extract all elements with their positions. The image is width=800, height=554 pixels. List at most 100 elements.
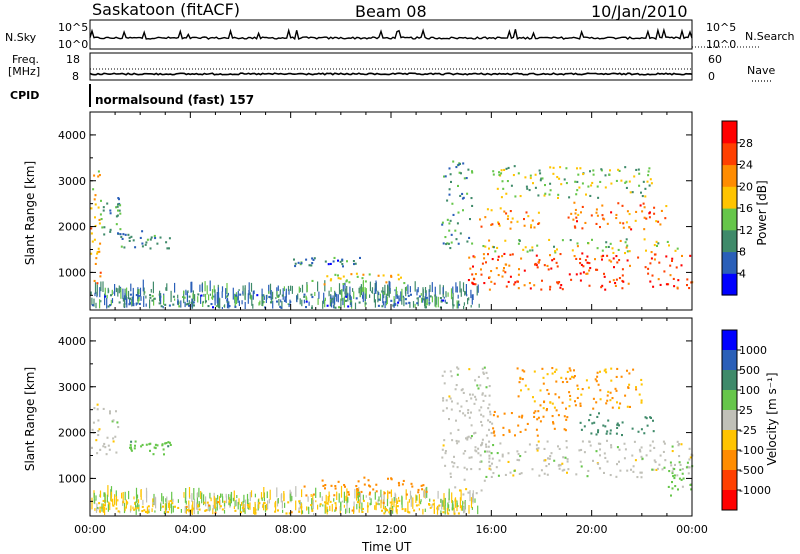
power-region-3-cell <box>159 295 162 298</box>
velocity-noise-cell <box>170 502 173 514</box>
power-region-11-cell <box>592 173 595 176</box>
power-region-6-cell <box>444 175 447 178</box>
velocity-region-2-cell <box>386 509 389 512</box>
velocity-region-0-cell <box>99 448 102 451</box>
velocity-region-8-cell <box>587 386 590 389</box>
velocity-region-4-cell <box>467 435 470 438</box>
power-region-11-cell <box>500 169 503 172</box>
power-region-0-cell <box>98 250 101 253</box>
velocity-noise-cell <box>263 487 265 498</box>
power-region-7-cell <box>541 279 543 282</box>
power-noise-cell <box>226 295 228 298</box>
velocity-region-8-cell <box>606 399 609 402</box>
power-region-11-cell <box>600 169 603 172</box>
velocity-region-2-cell <box>385 509 388 512</box>
velocity-region-6-cell <box>536 434 539 437</box>
power-region-8-cell <box>531 246 534 249</box>
velocity-region-8-cell <box>541 367 544 370</box>
power-region-3-cell <box>123 303 126 306</box>
power-region-3-cell <box>153 297 156 300</box>
power-region-7-cell <box>482 253 485 256</box>
power-region-7-cell <box>647 272 650 275</box>
power-region-7-cell <box>586 255 589 258</box>
velocity-noise-cell <box>91 497 93 510</box>
power-noise-cell <box>221 291 223 298</box>
velocity-noise-cell <box>451 500 453 511</box>
velocity-noise-cell <box>298 502 301 505</box>
power-noise-cell <box>457 300 460 306</box>
velocity-region-8-cell <box>554 393 557 396</box>
power-region-6-cell <box>462 209 464 212</box>
velocity-noise-cell <box>457 505 459 507</box>
velocity-region-5-cell <box>610 446 613 449</box>
velocity-region-0-cell <box>109 410 111 413</box>
nave-tick-top: 60 <box>708 53 722 66</box>
velocity-noise-cell <box>460 489 462 501</box>
velocity-region-6-cell <box>555 409 558 412</box>
power-region-11-cell <box>599 180 602 183</box>
velocity-region-5-cell <box>688 447 691 450</box>
velocity-noise-cell <box>171 491 173 502</box>
power-noise-cell <box>122 288 124 300</box>
power-region-3-cell <box>129 297 132 300</box>
velocity-region-4-cell <box>441 456 444 459</box>
velocity-noise-cell <box>345 495 347 502</box>
velocity-region-5-cell <box>580 465 583 468</box>
power-region-6-cell <box>462 162 465 165</box>
velocity-noise-cell <box>124 506 126 512</box>
power-region-2-cell <box>146 238 149 241</box>
velocity-region-5-cell <box>606 460 609 463</box>
velocity-noise-cell <box>222 496 224 503</box>
power-region-6-cell <box>460 172 462 175</box>
freq-line <box>89 72 693 76</box>
velocity-noise-cell <box>447 507 449 512</box>
power-noise-cell <box>477 284 479 293</box>
velocity-region-8-cell <box>560 376 563 379</box>
velocity-region-5-cell <box>512 474 515 477</box>
power-region-0-cell <box>97 247 100 250</box>
power-noise-cell <box>456 300 458 309</box>
velocity-region-4-cell <box>451 400 453 403</box>
power-region-7-cell <box>497 255 500 258</box>
velocity-noise-cell <box>301 510 304 514</box>
velocity-region-4-cell <box>462 391 465 394</box>
power-region-4-cell <box>323 283 326 286</box>
power-region-7-cell <box>600 255 603 258</box>
power-region-10-cell <box>573 225 576 228</box>
power-region-11-cell <box>534 186 537 189</box>
power-region-3-cell <box>205 300 207 303</box>
power-region-6-cell <box>457 242 460 245</box>
velocity-region-2-cell <box>351 509 354 512</box>
velocity-region-3-cell <box>375 483 378 486</box>
velocity-region-2-cell <box>122 501 125 504</box>
power-region-7-cell <box>579 279 582 282</box>
power-region-8-cell <box>617 248 620 251</box>
x-tick-label: 08:00 <box>275 523 307 536</box>
power-noise-cell <box>323 292 325 304</box>
power-noise-cell <box>417 297 419 307</box>
velocity-region-5-cell <box>604 456 607 459</box>
power-region-10-cell <box>648 216 651 219</box>
power-noise-cell <box>333 304 335 309</box>
power-region-11-cell <box>597 196 600 199</box>
velocity-region-2-cell <box>429 506 432 509</box>
power-region-10-cell <box>574 212 577 215</box>
velocity-region-8-cell <box>521 369 524 372</box>
velocity-noise-cell <box>105 507 107 510</box>
power-noise-cell <box>344 288 346 298</box>
power-noise-cell <box>429 284 431 292</box>
velocity-region-6-cell <box>566 416 569 419</box>
velocity-region-5-cell <box>624 448 627 451</box>
power-region-7-cell <box>558 281 561 284</box>
power-noise-cell <box>288 289 290 295</box>
velocity-noise-cell <box>114 494 116 505</box>
power-region-9-cell <box>490 209 493 212</box>
velocity-region-4-cell <box>470 435 473 438</box>
power-region-5-cell <box>353 263 355 266</box>
velocity-region-5-cell <box>639 471 642 474</box>
power-region-7-cell <box>508 264 511 267</box>
power-region-11-cell <box>576 180 579 183</box>
velocity-region-4-cell <box>470 468 473 471</box>
power-noise-cell <box>252 303 254 309</box>
power-region-2-cell <box>127 233 130 236</box>
